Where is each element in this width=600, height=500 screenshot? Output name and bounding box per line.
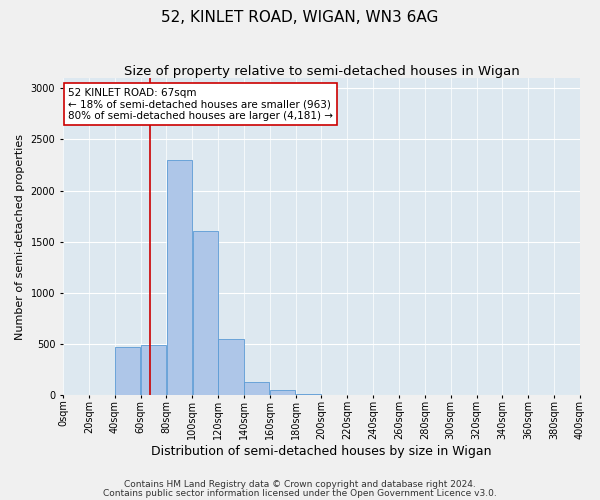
Bar <box>322 395 347 396</box>
Text: 52 KINLET ROAD: 67sqm
← 18% of semi-detached houses are smaller (963)
80% of sem: 52 KINLET ROAD: 67sqm ← 18% of semi-deta… <box>68 88 333 120</box>
Bar <box>115 348 140 396</box>
Bar <box>296 394 321 396</box>
Text: Contains public sector information licensed under the Open Government Licence v3: Contains public sector information licen… <box>103 489 497 498</box>
Text: 52, KINLET ROAD, WIGAN, WN3 6AG: 52, KINLET ROAD, WIGAN, WN3 6AG <box>161 10 439 25</box>
Bar <box>244 382 269 396</box>
Bar <box>218 338 244 396</box>
Bar <box>193 230 218 396</box>
Y-axis label: Number of semi-detached properties: Number of semi-detached properties <box>15 134 25 340</box>
Bar <box>141 346 166 396</box>
Title: Size of property relative to semi-detached houses in Wigan: Size of property relative to semi-detach… <box>124 65 520 78</box>
Bar <box>270 390 295 396</box>
Text: Contains HM Land Registry data © Crown copyright and database right 2024.: Contains HM Land Registry data © Crown c… <box>124 480 476 489</box>
Bar <box>167 160 192 396</box>
Bar <box>89 395 115 396</box>
X-axis label: Distribution of semi-detached houses by size in Wigan: Distribution of semi-detached houses by … <box>151 444 492 458</box>
